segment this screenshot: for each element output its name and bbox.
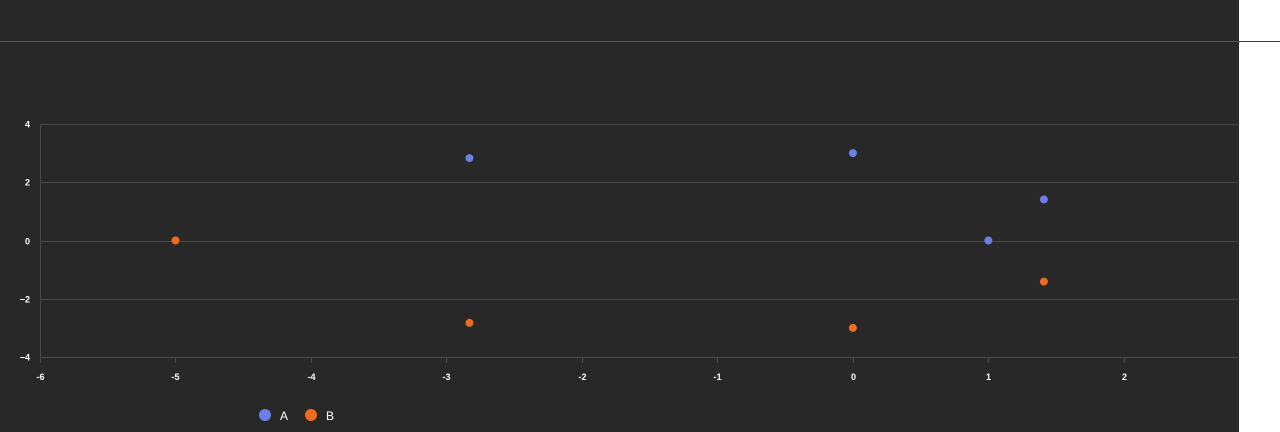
y-tick-label: 0 bbox=[25, 237, 30, 247]
data-point-b[interactable] bbox=[465, 318, 474, 327]
legend-label: B bbox=[326, 409, 334, 423]
x-tick-label: -4 bbox=[307, 372, 315, 382]
x-tick-label: -3 bbox=[442, 372, 450, 382]
data-points bbox=[171, 149, 1048, 332]
legend-item-b[interactable]: B bbox=[305, 409, 334, 423]
y-tick-label: −4 bbox=[20, 353, 30, 363]
data-point-a[interactable] bbox=[848, 149, 857, 158]
legend-label: A bbox=[280, 409, 288, 423]
data-point-b[interactable] bbox=[848, 323, 857, 332]
header-divider bbox=[1239, 41, 1280, 42]
x-tick-label: 2 bbox=[1122, 372, 1127, 382]
grid-lines bbox=[40, 124, 1239, 358]
legend-item-a[interactable]: A bbox=[259, 409, 288, 423]
x-tick-label: -1 bbox=[713, 372, 721, 382]
data-point-a[interactable] bbox=[1039, 195, 1048, 204]
x-tick-label: -5 bbox=[171, 372, 179, 382]
data-point-a[interactable] bbox=[465, 154, 474, 163]
chart-panel bbox=[0, 0, 1239, 432]
legend-marker bbox=[305, 409, 317, 421]
x-tick-label: -2 bbox=[578, 372, 586, 382]
x-tick-label: 1 bbox=[986, 372, 991, 382]
y-tick-label: 2 bbox=[25, 178, 30, 188]
data-point-b[interactable] bbox=[171, 236, 180, 245]
x-tick-label: 0 bbox=[851, 372, 856, 382]
data-point-a[interactable] bbox=[984, 236, 993, 245]
y-tick-label: −2 bbox=[20, 295, 30, 305]
axes: −4 −2 0 2 4 -6 -5 -4 -3 -2 -1 0 1 2 bbox=[20, 120, 1127, 383]
y-tick-label: 4 bbox=[25, 120, 30, 130]
data-point-b[interactable] bbox=[1039, 277, 1048, 286]
legend-marker bbox=[259, 409, 271, 421]
x-tick-label: -6 bbox=[36, 372, 44, 382]
